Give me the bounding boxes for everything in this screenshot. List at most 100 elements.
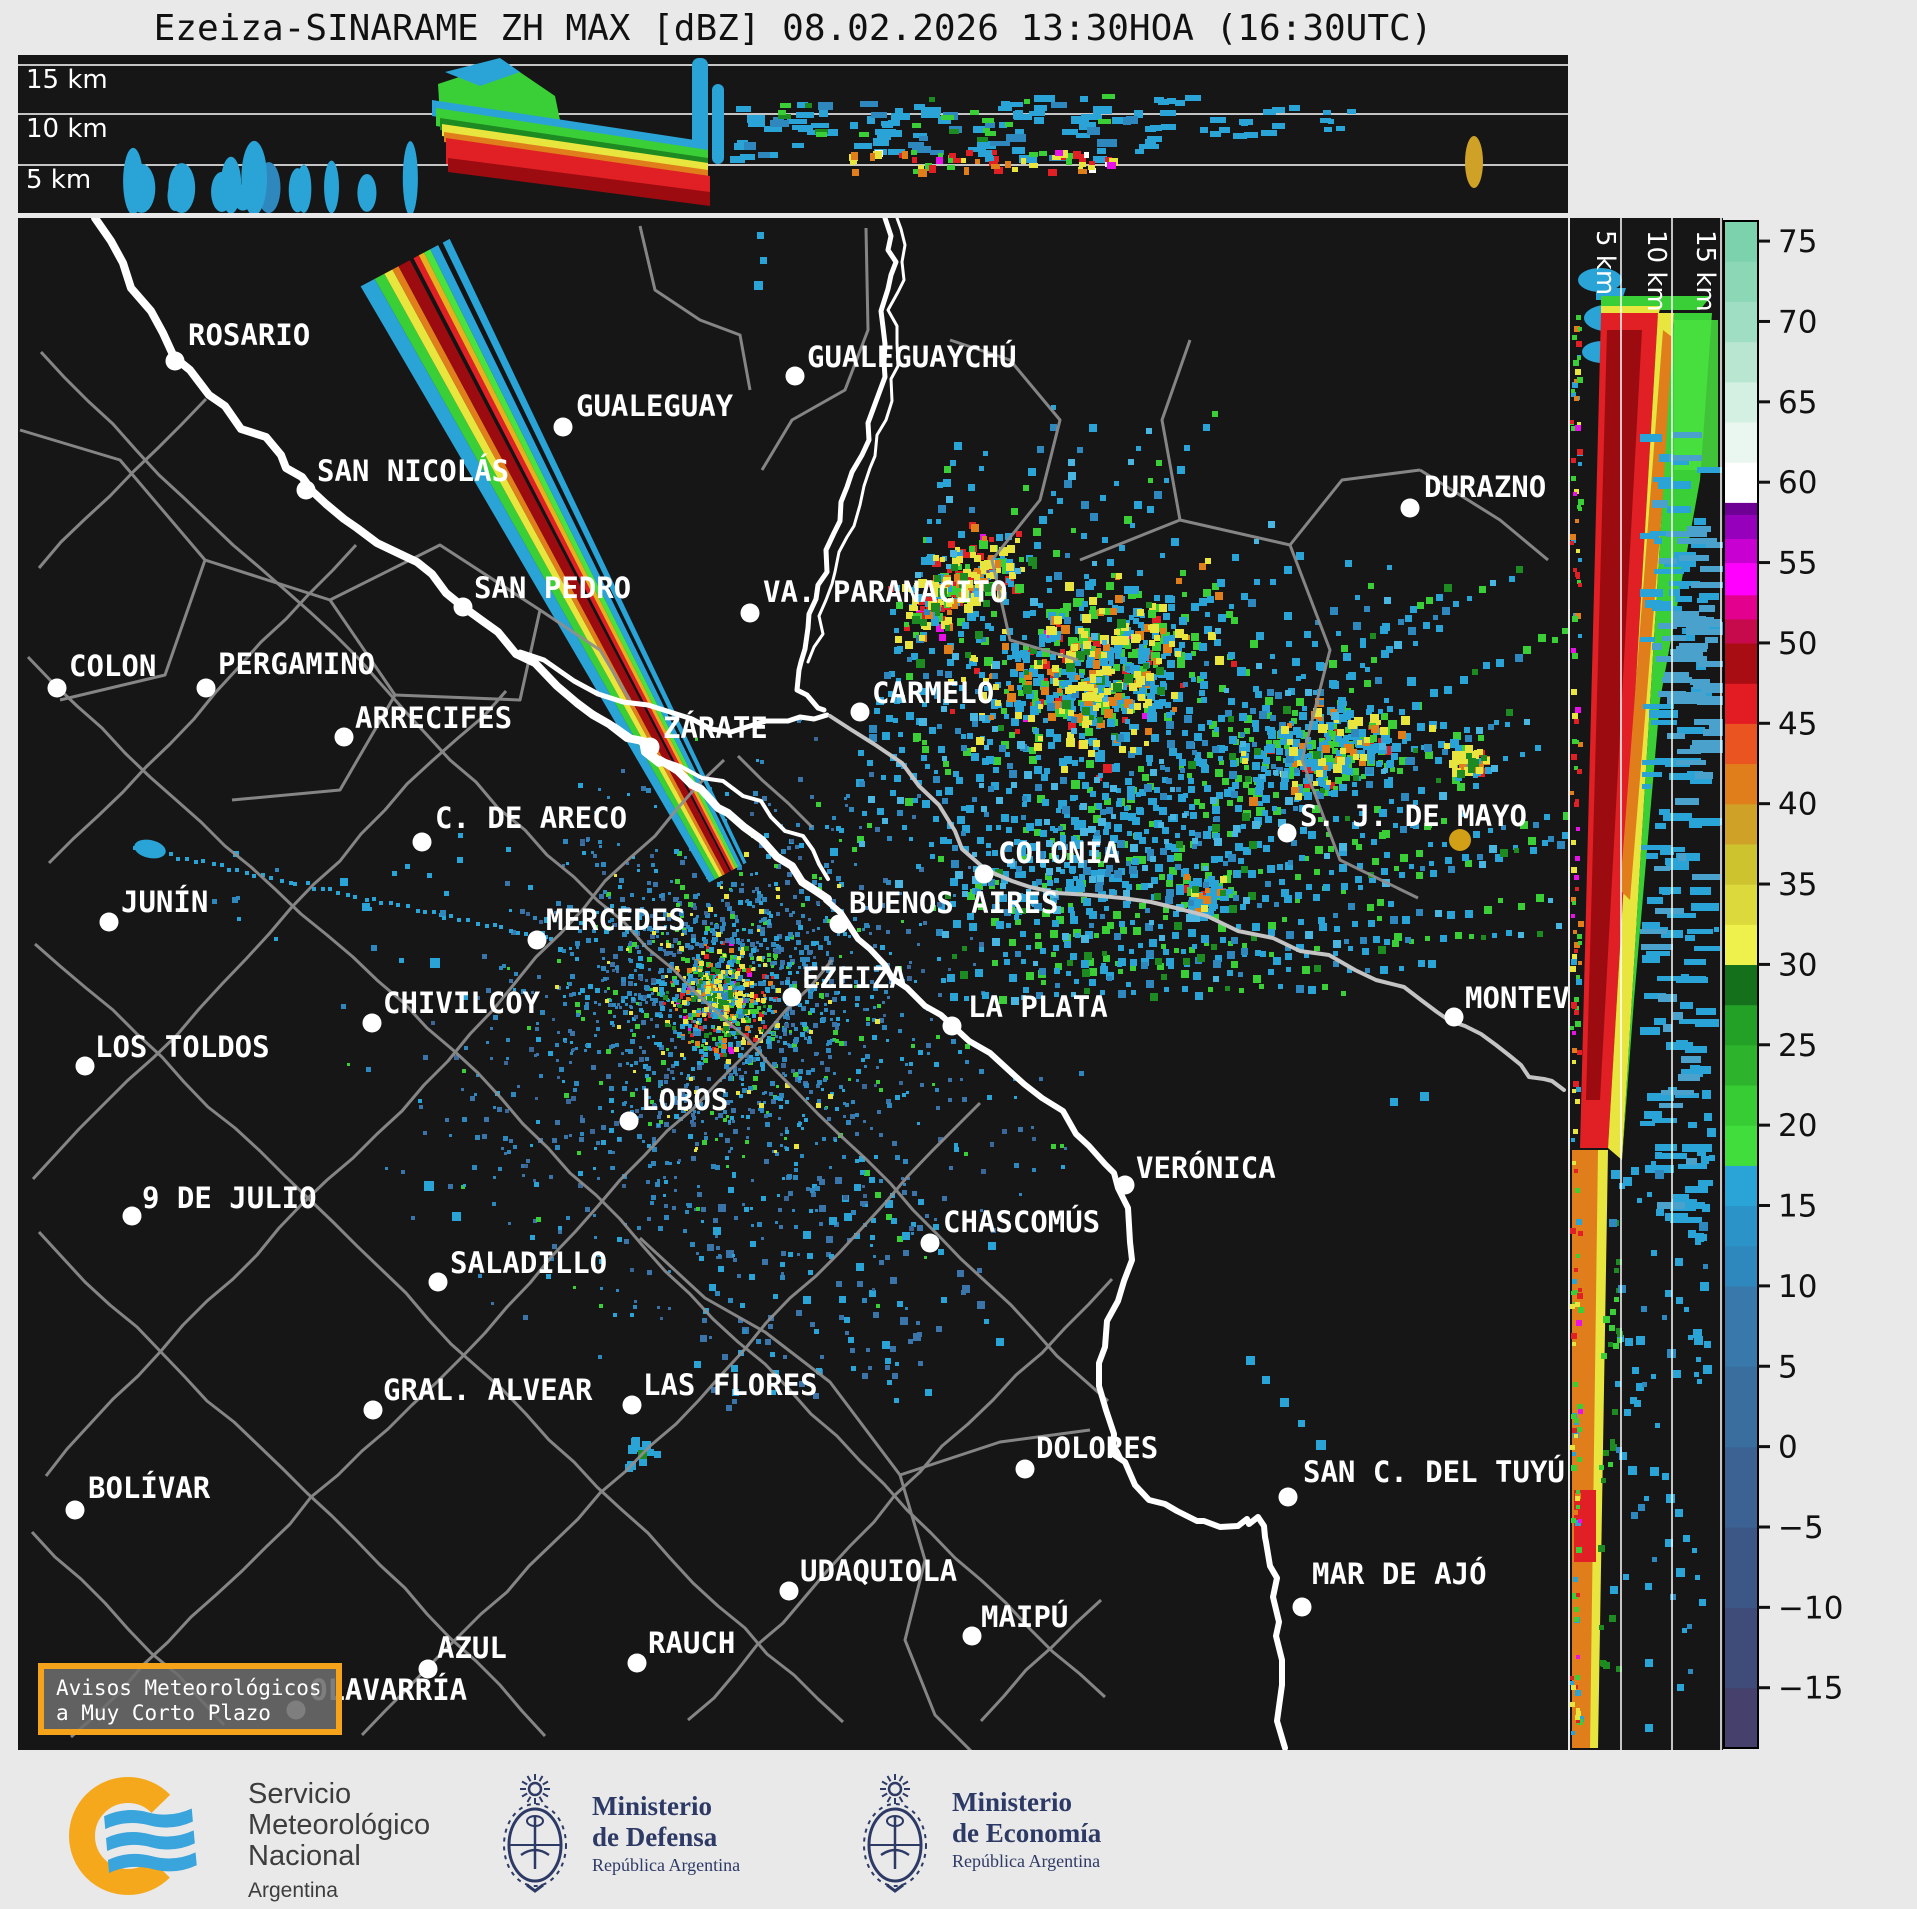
station-marker-ochre	[1449, 829, 1471, 851]
city-label: BUENOS AIRES	[849, 886, 1059, 920]
city-label: GRAL. ALVEAR	[383, 1373, 593, 1407]
smn-wordmark: Servicio Meteorológico Nacional Argentin…	[248, 1778, 431, 1903]
colorbar-tick-label: −10	[1778, 1590, 1843, 1626]
city-label: LAS FLORES	[643, 1368, 818, 1402]
city-dot	[527, 930, 547, 950]
city-label: COLONIA	[998, 836, 1120, 870]
city-dot	[47, 678, 67, 698]
city-label: UDAQUIOLA	[800, 1554, 957, 1588]
city-label: SAN NICOLÁS	[317, 454, 509, 488]
city-dot	[1292, 1597, 1312, 1617]
city-dot	[99, 912, 119, 932]
city-label: EZEIZA	[802, 961, 907, 995]
colorbar-tick-label: 70	[1778, 304, 1817, 340]
colorbar-step	[1724, 803, 1758, 845]
colorbar-step	[1724, 502, 1758, 515]
smn-ring	[69, 1777, 187, 1895]
right-panel-echoes	[1570, 268, 1723, 1748]
coat-of-arms-icon	[503, 1774, 567, 1893]
city-label: GUALEGUAYCHÚ	[807, 340, 1017, 374]
colorbar-tick-label: 20	[1778, 1108, 1817, 1144]
city-dot	[619, 1111, 639, 1131]
colorbar-step	[1724, 964, 1758, 1006]
city-label: ARRECIFES	[355, 701, 512, 735]
colorbar-tick-label: 50	[1778, 626, 1817, 662]
height-axis-label: 15 km	[1690, 230, 1720, 312]
city-dot	[553, 417, 573, 437]
smn-flag-waves	[104, 1808, 197, 1873]
admin-boundaries	[19, 225, 1549, 1750]
city-label: COLON	[69, 649, 156, 683]
height-axis-label: 5 km	[26, 165, 91, 195]
city-dot	[782, 987, 802, 1007]
colorbar-step	[1724, 1205, 1758, 1247]
smn-logo-block: Servicio Meteorológico Nacional Argentin…	[58, 1763, 478, 1909]
city-dot	[412, 832, 432, 852]
colorbar-step	[1724, 1285, 1758, 1367]
economia-wordmark: Ministerio de Economía República Argenti…	[952, 1787, 1102, 1871]
warning-box[interactable]: Avisos Meteorológicos a Muy Corto Plazo	[38, 1663, 342, 1735]
city-label: DURAZNO	[1424, 470, 1546, 504]
city-label: CARMELO	[872, 676, 994, 710]
colorbar-step	[1724, 1687, 1758, 1749]
colorbar-tick-label: 35	[1778, 867, 1817, 903]
city-label: VERÓNICA	[1136, 1151, 1276, 1185]
city-label: CHASCOMÚS	[943, 1205, 1100, 1239]
colorbar-step	[1724, 1125, 1758, 1166]
city-label: LOBOS	[641, 1083, 728, 1117]
city-dot	[165, 351, 185, 371]
colorbar-step	[1724, 884, 1758, 925]
cross-section-right-panel: 5 km 10 km 15 km	[1570, 218, 1723, 1750]
colorbar-step	[1724, 421, 1758, 463]
coat-of-arms-icon	[863, 1774, 927, 1893]
ministry-defensa-block: Ministerio de Defensa República Argentin…	[488, 1763, 818, 1909]
city-dot	[785, 366, 805, 386]
colorbar-tick-label: −15	[1778, 1671, 1843, 1707]
colorbar-step	[1724, 618, 1758, 644]
colorbar-step	[1724, 341, 1758, 383]
product-title: Ezeiza-SINARAME ZH MAX [dBZ] 08.02.2026 …	[153, 8, 1433, 49]
city-dot	[453, 597, 473, 617]
city-label: MONTEVIDEO	[1465, 981, 1568, 1015]
colorbar-tick-label: 55	[1778, 546, 1817, 582]
city-dot	[779, 1581, 799, 1601]
city-dot	[740, 603, 760, 623]
city-label: CHIVILCOY	[383, 986, 541, 1020]
city-label: ROSARIO	[188, 318, 310, 352]
top-panel-echoes	[123, 58, 1483, 213]
city-dot	[1277, 823, 1297, 843]
city-dot	[962, 1626, 982, 1646]
city-dot	[942, 1016, 962, 1036]
city-dot	[627, 1653, 647, 1673]
rivers-and-coastlines	[91, 218, 1566, 1750]
city-label: ZÁRATE	[663, 711, 768, 745]
ministry-economia-block: Ministerio de Economía República Argenti…	[848, 1763, 1208, 1909]
colorbar-tick-label: 60	[1778, 465, 1817, 501]
colorbar-tick-label: 30	[1778, 947, 1817, 983]
colorbar-step	[1724, 1084, 1758, 1126]
city-dot	[418, 1659, 438, 1679]
colorbar-tick-label: 45	[1778, 706, 1817, 742]
colorbar-step	[1724, 261, 1758, 302]
city-label: LOS TOLDOS	[95, 1030, 270, 1064]
city-dot	[65, 1500, 85, 1520]
colorbar-step	[1724, 538, 1758, 564]
city-dot	[75, 1056, 95, 1076]
colorbar-step	[1724, 1044, 1758, 1086]
warning-line-2: a Muy Corto Plazo	[56, 1701, 271, 1725]
colorbar-step	[1724, 514, 1758, 540]
city-label: BOLÍVAR	[88, 1471, 211, 1505]
city-label: RAUCH	[648, 1626, 735, 1660]
city-dot	[362, 1013, 382, 1033]
city-label: DOLORES	[1036, 1431, 1158, 1465]
city-dot	[1015, 1459, 1035, 1479]
city-label: JUNÍN	[121, 885, 208, 919]
storm-cell-cross-section	[432, 58, 710, 206]
colorbar-step	[1724, 723, 1758, 765]
city-dot	[196, 678, 216, 698]
colorbar-step	[1724, 594, 1758, 620]
colorbar-step	[1724, 1165, 1758, 1207]
colorbar-tick-label: 0	[1778, 1430, 1798, 1466]
cross-section-top-panel: 15 km 10 km 5 km	[18, 55, 1568, 213]
